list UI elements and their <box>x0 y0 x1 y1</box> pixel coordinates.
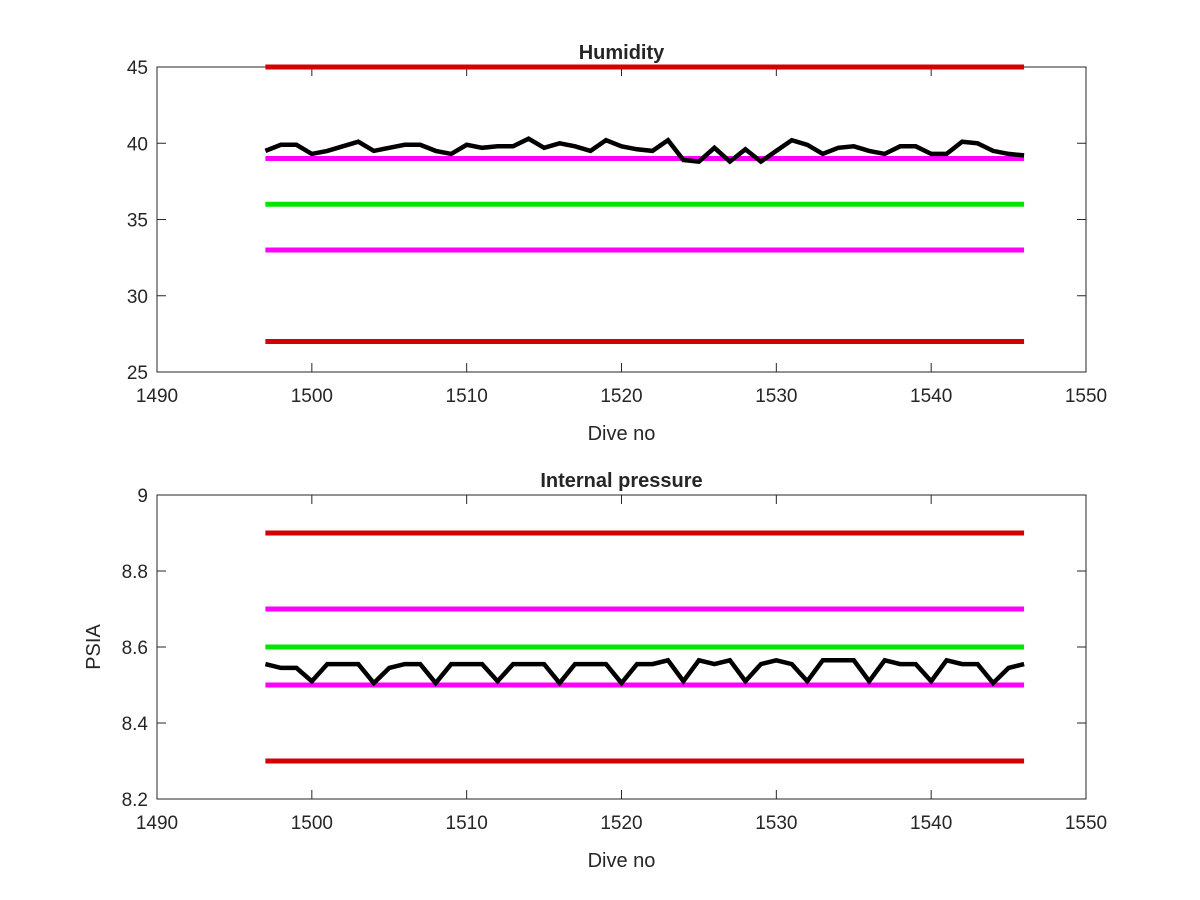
x-axis-label: Dive no <box>588 850 656 872</box>
y-tick-label: 9 <box>137 486 148 507</box>
y-tick-label: 40 <box>127 134 148 155</box>
x-tick-label: 1550 <box>1065 813 1107 834</box>
humidity-panel: 1490 1500 1510 1520 1530 1540 1550 25 30 35 40 45 Hu… <box>127 42 1107 445</box>
x-tick-label: 1550 <box>1065 386 1107 407</box>
x-tick-label: 1540 <box>910 386 952 407</box>
x-tick-label: 1530 <box>755 386 797 407</box>
x-tick-label: 1510 <box>446 386 488 407</box>
x-tick-label: 1500 <box>291 813 333 834</box>
x-tick-label: 1510 <box>446 813 488 834</box>
x-tick-label: 1520 <box>600 386 642 407</box>
y-tick-label: 45 <box>127 58 148 79</box>
y-tick-label: 8.2 <box>122 790 148 811</box>
y-axis-label: PSIA <box>83 624 105 670</box>
data-series-line <box>264 136 1025 165</box>
y-tick-label: 25 <box>127 363 148 384</box>
y-tick-label: 30 <box>127 287 148 308</box>
internal-pressure-panel: 1490 1500 1510 1520 1530 1540 1550 8.2 8.4 8.6 8.8… <box>83 470 1107 872</box>
x-tick-label: 1520 <box>600 813 642 834</box>
chart-title: Internal pressure <box>540 470 702 492</box>
x-tick-label: 1500 <box>291 386 333 407</box>
y-tick-label: 35 <box>127 211 148 232</box>
chart-title: Humidity <box>579 42 665 64</box>
x-axis-label: Dive no <box>588 423 656 445</box>
x-tick-label: 1540 <box>910 813 952 834</box>
plot-area <box>156 66 1087 373</box>
y-tick-label: 8.4 <box>122 714 149 735</box>
y-tick-label: 8.6 <box>122 638 148 659</box>
x-tick-label: 1490 <box>136 813 178 834</box>
y-tick-label: 8.8 <box>122 562 148 583</box>
x-tick-label: 1530 <box>755 813 797 834</box>
x-tick-label: 1490 <box>136 386 178 407</box>
data-series-line <box>264 657 1025 687</box>
